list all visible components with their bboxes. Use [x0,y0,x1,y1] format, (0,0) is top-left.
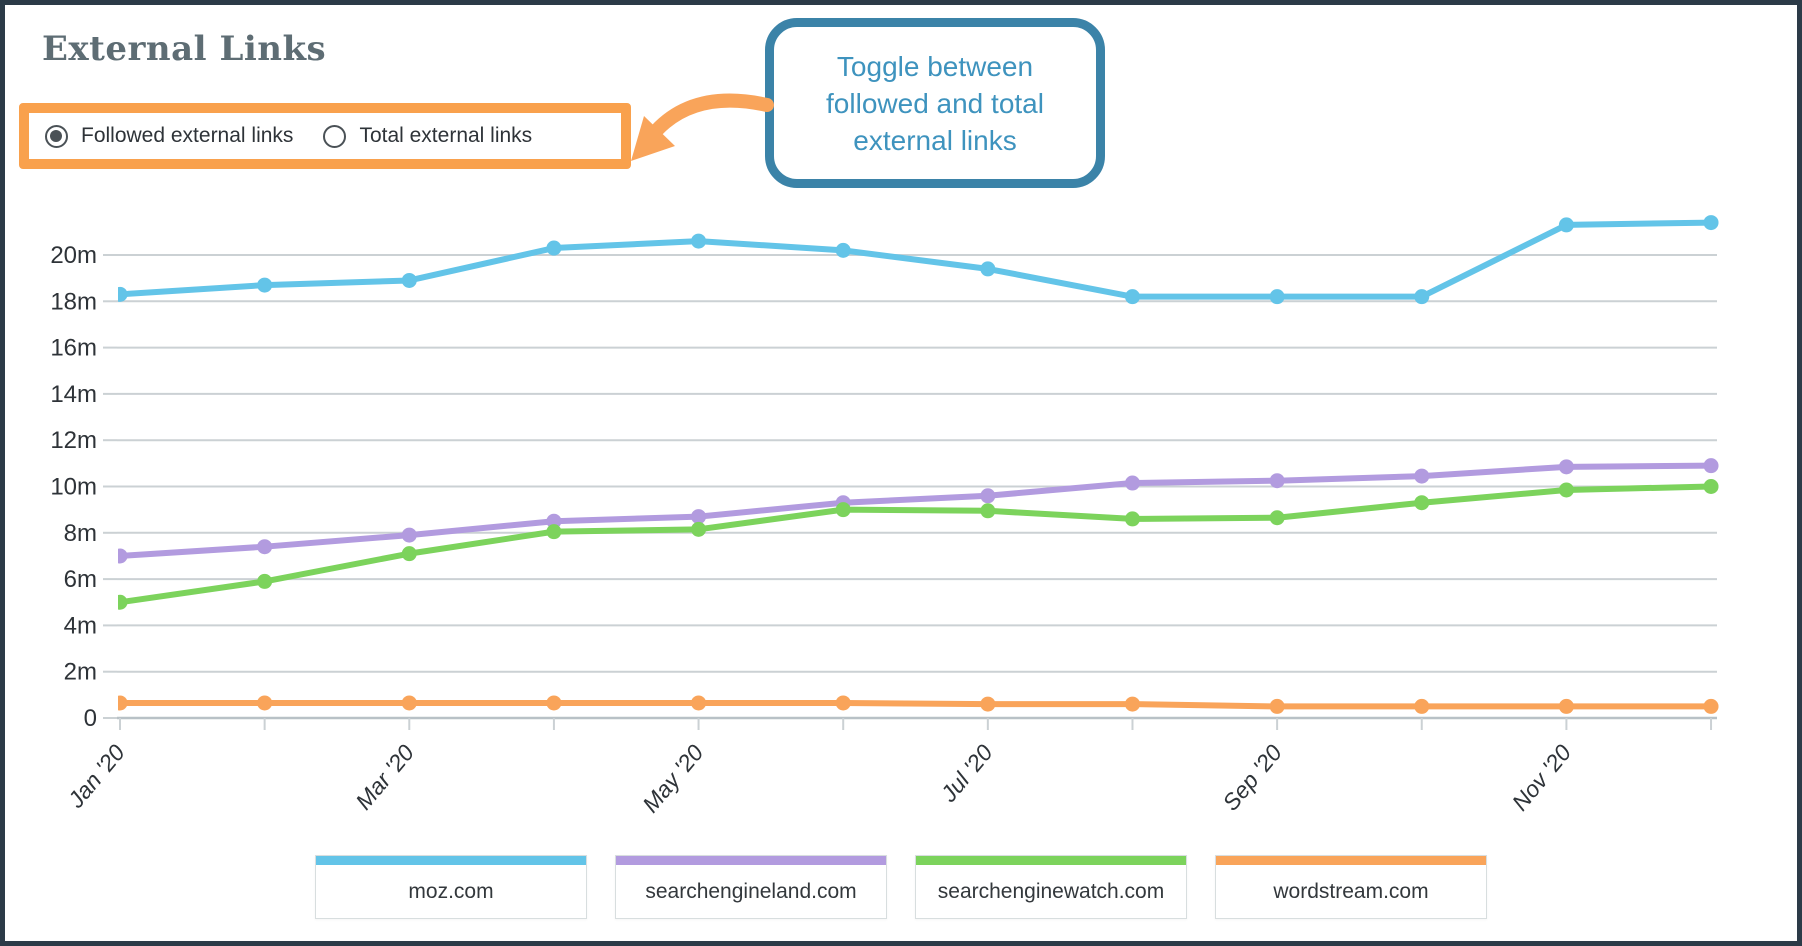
series-moz.com [118,215,1719,305]
total-links-radio-option[interactable]: Total external links [323,124,532,148]
series-searchenginewatch.com [118,479,1719,610]
data-point [980,488,996,504]
data-point [1124,696,1140,712]
data-point [980,261,996,277]
data-point [835,695,851,711]
data-point [1269,289,1285,305]
legend-label: searchengineland.com [645,879,857,903]
data-point [1703,458,1719,474]
followed-links-radio-option[interactable]: Followed external links [45,124,293,148]
series-wordstream.com [118,695,1719,714]
series-line [118,462,1715,559]
data-point [1414,698,1430,714]
data-point [401,527,417,543]
radio-selected-icon[interactable] [45,124,68,148]
page-title: External Links [42,29,327,69]
data-point [980,503,996,519]
legend-item[interactable]: wordstream.com [1215,855,1487,919]
data-point [1703,479,1719,494]
data-point [1269,473,1285,489]
data-point [1703,215,1719,231]
x-axis-label: Jan '20 [62,739,130,813]
data-point [691,521,707,537]
data-point [1414,495,1430,511]
radio-unselected-icon[interactable] [323,124,347,148]
x-axis-label: Sep '20 [1217,739,1287,815]
data-point [118,286,128,302]
series-line [118,699,1715,710]
data-point [546,240,562,256]
data-point [118,548,128,564]
legend-label: moz.com [408,879,494,903]
data-point [546,695,562,711]
chart-legend: moz.com searchengineland.com searchengin… [5,855,1797,919]
data-point [691,509,707,525]
external-links-chart: 0 2m 4m 6m 8m 10m 12m 14m 16m 18m 20m Jan '20 Mar '2… [50,215,1719,817]
data-point [1558,459,1574,475]
series-line [118,483,1715,606]
data-point [1414,289,1430,305]
x-axis-label: Nov '20 [1507,739,1577,815]
legend-item[interactable]: moz.com [315,855,587,919]
data-point [980,696,996,712]
data-point [257,277,273,293]
data-point [1124,475,1140,491]
annotation-callout: Toggle between followed and total extern… [765,18,1105,188]
legend-color-bar [916,856,1186,865]
data-point [401,695,417,711]
y-axis-label: 16m [50,335,97,362]
x-axis-label: Jul '20 [935,739,998,807]
legend-item[interactable]: searchengineland.com [615,855,887,919]
data-point [257,695,273,711]
y-axis-label: 8m [64,520,97,547]
data-point [118,594,128,610]
data-point [835,502,851,518]
y-axis-label: 14m [50,381,97,408]
legend-label: wordstream.com [1273,879,1429,903]
callout-text-line: Toggle between [836,50,1034,82]
data-point [401,272,417,288]
data-point [1558,217,1574,233]
y-axis-label: 10m [50,474,97,501]
data-point [691,233,707,249]
legend-color-bar [316,856,586,865]
data-point [691,695,707,711]
data-point [401,546,417,562]
followed-links-label: Followed external links [81,124,294,147]
total-links-label: Total external links [359,124,533,147]
data-point [257,573,273,589]
legend-color-bar [616,856,886,865]
callout-text-line: external links [853,124,1017,156]
x-axis-label: Mar '20 [350,739,419,814]
data-point [118,695,128,711]
data-point [257,539,273,555]
data-point [1124,289,1140,305]
x-axis-label: May '20 [637,739,708,817]
y-axis-label: 2m [64,659,97,686]
link-type-toggle-group: Followed external links Total external l… [19,103,631,169]
y-axis-label: 0 [84,705,97,732]
y-axis-label: 6m [64,566,97,593]
data-point [1269,698,1285,714]
y-axis-label: 4m [64,612,97,639]
data-point [1703,698,1719,714]
data-point [1124,511,1140,527]
legend-item[interactable]: searchenginewatch.com [915,855,1187,919]
data-point [1269,510,1285,526]
y-axis-label: 18m [50,288,97,315]
data-point [835,242,851,258]
legend-color-bar [1216,856,1486,865]
callout-text-line: followed and total [826,87,1044,119]
data-point [1558,698,1574,714]
series-line [118,219,1715,300]
y-axis-label: 12m [50,427,97,454]
data-point [1558,482,1574,498]
legend-label: searchenginewatch.com [937,879,1165,903]
series-searchengineland.com [118,458,1719,564]
data-point [1414,468,1430,484]
data-point [546,513,562,529]
y-axis-label: 20m [50,242,97,269]
data-point [546,524,562,540]
